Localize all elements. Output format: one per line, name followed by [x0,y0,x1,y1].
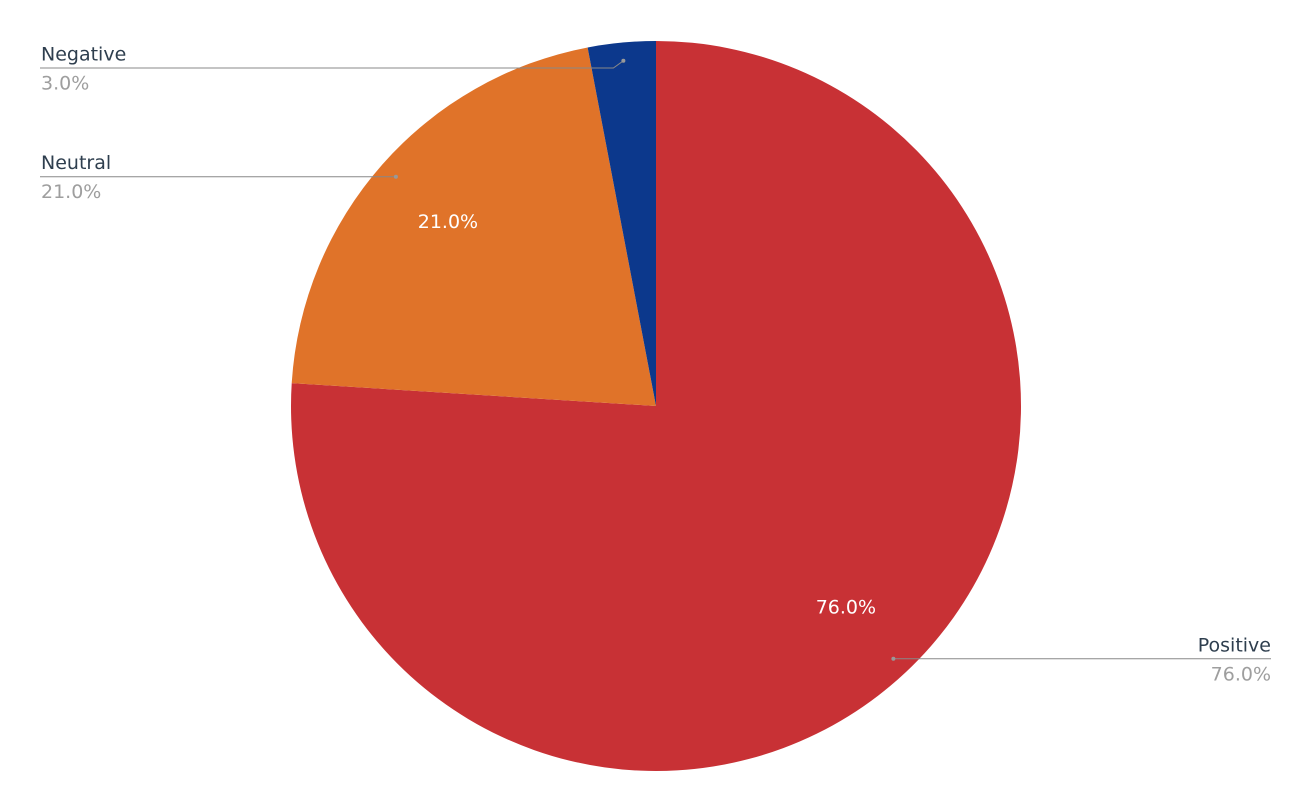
leader-dot [891,656,896,661]
legend-value: 76.0% [1211,663,1271,685]
slice-label: 21.0% [418,211,478,233]
legend-label: Positive [1198,634,1271,656]
legend-value: 3.0% [41,73,89,95]
pie-slice [291,47,656,407]
legend-label: Negative [41,44,126,66]
leader-line [40,60,624,69]
slice-label: 76.0% [816,597,876,619]
pie-slice [291,41,1021,772]
leader-dot [621,58,626,63]
pie-slice [587,41,656,406]
leader-dot [393,174,398,179]
legend-label: Neutral [41,152,111,174]
legend-value: 21.0% [41,181,101,203]
